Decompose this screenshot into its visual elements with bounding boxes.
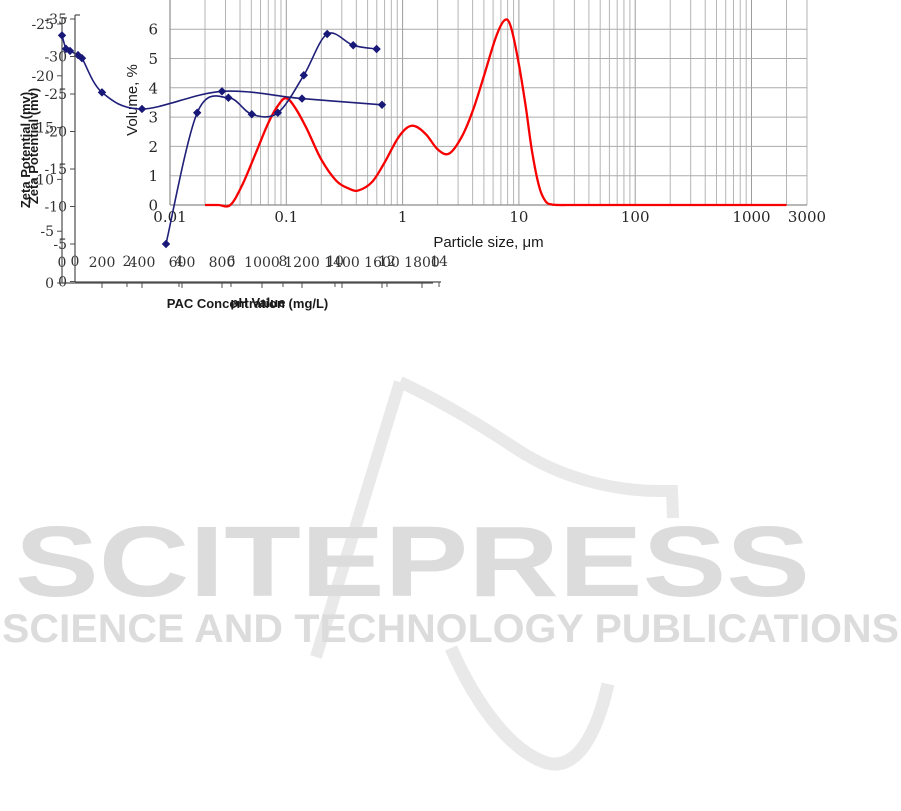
data-point-marker bbox=[323, 29, 332, 39]
x-axis-title: Particle size, μm bbox=[433, 234, 543, 251]
x-tick-label: 1 bbox=[398, 208, 408, 226]
x-tick-label: 0.1 bbox=[274, 208, 298, 226]
y-tick-label: 4 bbox=[148, 79, 158, 97]
data-point-marker bbox=[137, 104, 147, 114]
y-tick-label: -15 bbox=[31, 121, 54, 137]
data-point-marker bbox=[65, 46, 75, 56]
x-tick-label: 800 bbox=[209, 255, 236, 271]
particle-size-chart: 0 1 2 3 4 5 6 0.01 0.1 1 10 100 1000 3000 Particle siz… bbox=[124, 0, 826, 251]
x-tick-label: 0.01 bbox=[153, 208, 186, 226]
x-tick-label: 12 bbox=[378, 254, 396, 270]
x-tick-label: 1800 bbox=[404, 255, 440, 271]
y-tick-label: -10 bbox=[44, 200, 67, 216]
x-tick-label: 2 bbox=[123, 254, 132, 270]
gridlines bbox=[169, 0, 808, 205]
data-point-marker bbox=[57, 31, 67, 40]
data-point-marker bbox=[247, 110, 256, 119]
data-point-marker bbox=[372, 44, 381, 54]
y-axis-title: Zeta Potential (mv) bbox=[18, 92, 33, 208]
x-tick-label: 3000 bbox=[788, 208, 826, 226]
y-tick-label: -30 bbox=[44, 50, 67, 66]
y-tick-label: -35 bbox=[44, 12, 67, 28]
x-tick-label: 400 bbox=[129, 255, 156, 271]
x-tick-label: 10 bbox=[509, 208, 528, 226]
y-tick-label: 2 bbox=[148, 138, 158, 156]
y-tick-label: 6 bbox=[148, 21, 158, 39]
y-tick-label: -25 bbox=[31, 17, 54, 33]
data-point-marker bbox=[61, 44, 71, 54]
data-point-marker bbox=[349, 41, 358, 50]
y-tick-label: -20 bbox=[44, 125, 67, 141]
y-tick-label: -5 bbox=[40, 224, 54, 240]
data-point-marker bbox=[377, 100, 387, 110]
watermark-flag-shape bbox=[511, 443, 679, 519]
y-axis-title: Zeta Potential (mv) bbox=[26, 88, 41, 204]
y-tick-label: -15 bbox=[44, 162, 67, 178]
data-point-marker bbox=[297, 94, 307, 103]
watermark-flag-shape bbox=[310, 380, 406, 659]
watermark-flag-shape bbox=[445, 645, 615, 771]
y-tick-label: -25 bbox=[44, 87, 67, 103]
watermark-logo bbox=[310, 376, 679, 771]
data-point-marker bbox=[161, 239, 171, 249]
x-tick-label: 1000 bbox=[732, 208, 770, 226]
watermark-subtitle: SCIENCE AND TECHNOLOGY PUBLICATIONS bbox=[2, 607, 899, 651]
y-tick-label: -10 bbox=[31, 172, 54, 188]
data-point-marker bbox=[273, 108, 282, 117]
x-tick-label: 10 bbox=[326, 254, 344, 270]
x-tick-label: 14 bbox=[430, 254, 448, 270]
y-tick-label: 0 bbox=[45, 276, 54, 292]
x-tick-label: 1600 bbox=[364, 255, 400, 271]
data-point-marker bbox=[97, 88, 107, 97]
y-tick-label: 3 bbox=[148, 109, 158, 127]
x-tick-label: 200 bbox=[89, 255, 116, 271]
x-tick-label: 4 bbox=[175, 254, 184, 270]
x-tick-label: 0 bbox=[58, 255, 67, 271]
x-tick-label: 100 bbox=[621, 208, 650, 226]
x-tick-label: 1200 bbox=[284, 255, 320, 271]
x-axis-title: PAC Concentration (mg/L) bbox=[167, 296, 329, 311]
y-tick-label: 0 bbox=[148, 197, 158, 215]
y-axis-title: Volume, % bbox=[124, 64, 141, 136]
y-tick-label: 5 bbox=[148, 50, 158, 68]
watermark-title: SCITEPRESS bbox=[15, 506, 810, 618]
data-point-marker bbox=[299, 71, 308, 80]
y-tick-label: 0 bbox=[58, 275, 67, 291]
data-point-marker bbox=[217, 87, 227, 96]
x-tick-label: 0 bbox=[71, 254, 80, 270]
zeta-vs-pac-chart: -25-20-15-10-500 200 400 600 800 1000 1200 1400… bbox=[18, 17, 440, 311]
data-point-marker bbox=[77, 53, 87, 63]
series-line-volume bbox=[205, 18, 787, 208]
x-tick-label: 600 bbox=[169, 255, 196, 271]
y-tick-label: -20 bbox=[31, 69, 54, 85]
x-tick-label: 1000 bbox=[244, 255, 280, 271]
x-tick-label: 1400 bbox=[324, 255, 360, 271]
data-point-marker bbox=[224, 93, 233, 102]
x-tick-label: 6 bbox=[227, 254, 236, 270]
y-tick-label: 1 bbox=[148, 167, 158, 185]
x-axis-title: pH Value bbox=[231, 295, 286, 310]
series-line-zeta bbox=[165, 32, 377, 245]
x-tick-label: 8 bbox=[279, 254, 288, 270]
watermark-flag-shape bbox=[397, 376, 519, 454]
y-tick-label: -5 bbox=[53, 237, 67, 253]
data-point-marker bbox=[193, 108, 202, 117]
